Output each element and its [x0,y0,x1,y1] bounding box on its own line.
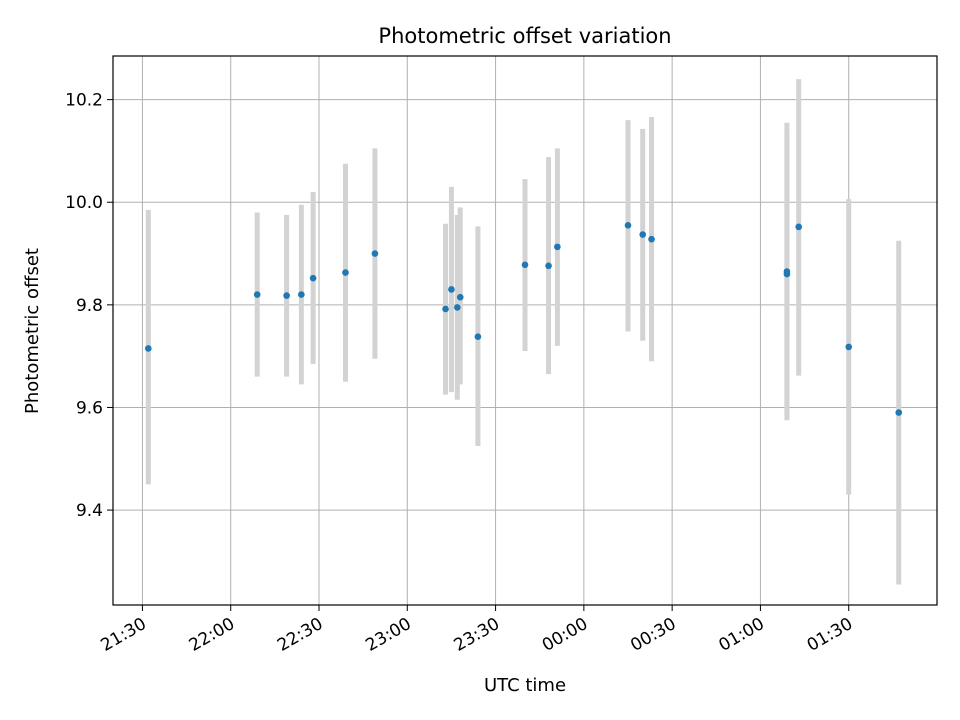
y-tick-label: 9.8 [76,296,103,316]
data-point [639,231,647,238]
y-tick-label: 10.2 [65,91,103,111]
data-point [442,305,449,313]
chart-title: Photometric offset variation [378,24,671,48]
data-point [895,409,903,416]
data-point [554,243,561,251]
data-point [521,261,529,269]
y-axis-label: Photometric offset [22,248,43,414]
data-point [253,291,261,298]
data-point [456,293,464,301]
data-point [342,269,349,276]
data-point [309,274,317,282]
plot-frame [112,55,938,606]
data-point [845,343,853,351]
data-point [624,222,632,229]
data-point [298,291,305,298]
data-point [545,262,552,270]
y-tick-label: 9.4 [76,501,103,521]
data-point [448,286,455,293]
data-point [783,270,791,278]
data-point [283,292,290,299]
data-point [648,235,655,243]
data-point [145,345,152,352]
data-points [145,222,903,416]
grid [113,56,937,605]
x-axis-label: UTC time [484,675,566,696]
data-point [454,304,461,311]
data-point [795,223,802,231]
data-point [474,333,482,340]
y-axis-ticks: 9.4 9.6 9.8 10.0 10.2 [65,91,113,521]
y-tick-label: 10.0 [65,193,103,213]
y-tick-label: 9.6 [76,398,103,418]
data-point [371,250,379,257]
